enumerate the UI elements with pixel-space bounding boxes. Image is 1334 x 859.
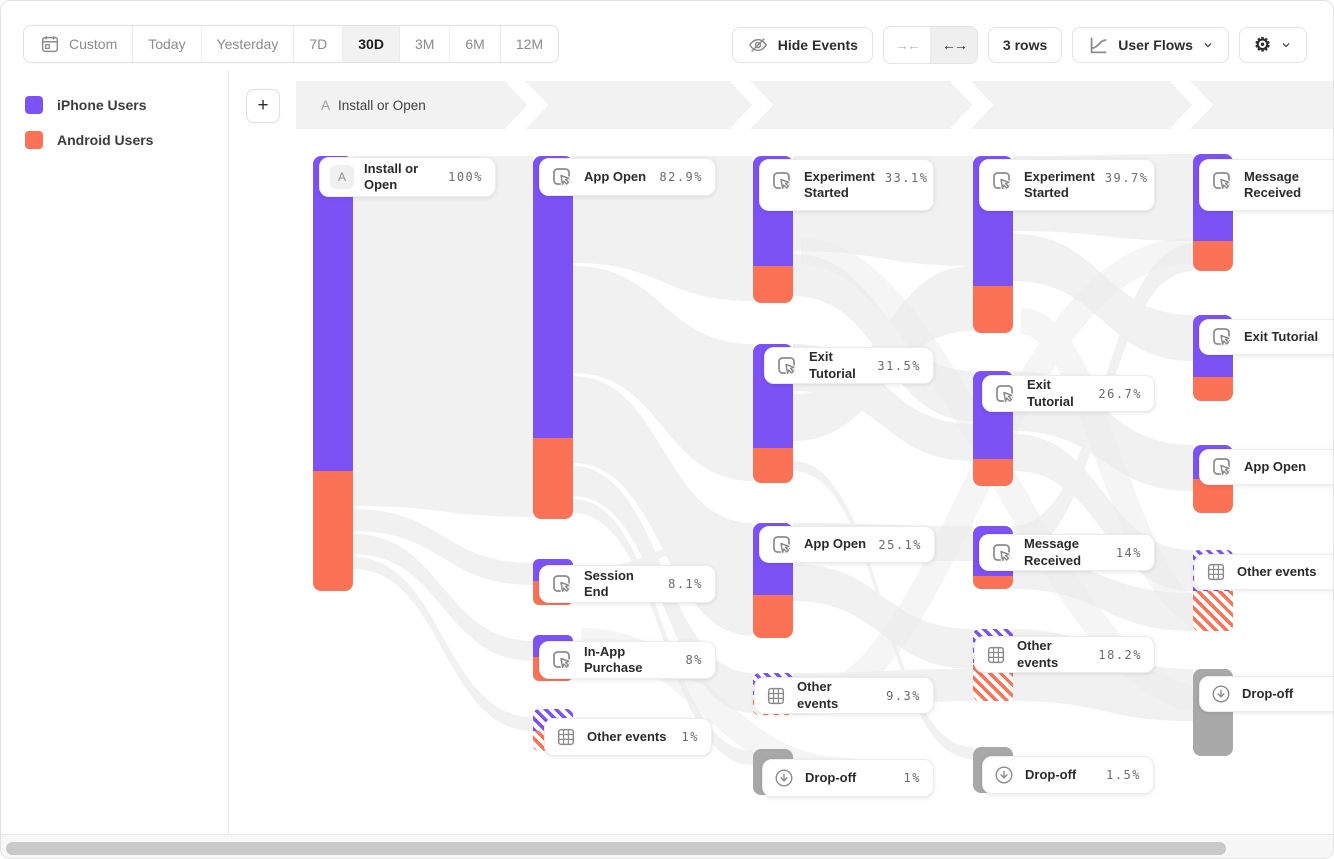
bar-app-open-2[interactable]	[533, 156, 573, 519]
event-icon	[775, 354, 799, 378]
scrollbar-thumb[interactable]	[6, 842, 1226, 855]
node-card-other-events-2[interactable]: Other events 1%	[544, 718, 712, 756]
expand-columns-button[interactable]: ←→	[930, 27, 977, 63]
node-card-other-events-3[interactable]: Other events 9.3%	[754, 677, 934, 714]
toolbar-right: Hide Events →← ←→ 3 rows User Flows ⚙	[731, 26, 1307, 64]
date-range-30d[interactable]: 30D	[343, 26, 400, 62]
collapse-arrows-icon: →←	[894, 37, 921, 53]
date-range-12m[interactable]: 12M	[515, 36, 544, 52]
date-range-yesterday[interactable]: Yesterday	[202, 26, 295, 62]
iphone-users-swatch	[25, 96, 43, 114]
flow-chart-icon	[1087, 34, 1109, 56]
node-card-app-open-5[interactable]: App Open	[1199, 449, 1333, 485]
date-range-6m[interactable]: 6M	[450, 26, 501, 62]
event-icon	[770, 169, 794, 193]
event-icon	[550, 165, 574, 189]
chevron-down-icon	[1280, 39, 1292, 51]
chevron-down-icon	[1202, 39, 1214, 51]
rows-button[interactable]: 3 rows	[987, 27, 1063, 63]
node-card-exit-tutorial-5[interactable]: Exit Tutorial	[1199, 319, 1333, 355]
node-card-app-open-3[interactable]: App Open 25.1%	[759, 526, 935, 563]
settings-button[interactable]: ⚙	[1238, 27, 1307, 63]
node-card-experiment-started-4[interactable]: Experiment Started 39.7%	[979, 159, 1155, 211]
legend-item-android-users[interactable]: Android Users	[25, 131, 153, 149]
node-card-message-received-4[interactable]: Message Received 14%	[979, 534, 1155, 571]
node-card-message-received-5[interactable]: Message Received	[1199, 159, 1333, 211]
gear-icon: ⚙	[1253, 34, 1271, 56]
plus-icon: +	[257, 95, 269, 116]
legend-item-iphone-users[interactable]: iPhone Users	[25, 96, 146, 114]
event-icon	[1210, 325, 1234, 349]
view-selector[interactable]: User Flows	[1072, 27, 1229, 63]
node-card-exit-tutorial-4[interactable]: Exit Tutorial 26.7%	[982, 375, 1155, 412]
step-a-label: A Install or Open	[321, 97, 426, 113]
android-users-swatch	[25, 131, 43, 149]
event-icon	[1210, 169, 1234, 193]
panel-divider	[228, 71, 229, 834]
grid-icon	[765, 685, 787, 707]
width-toggle: →← ←→	[882, 26, 978, 64]
expand-arrows-icon: ←→	[941, 37, 968, 53]
eye-off-icon	[747, 34, 769, 56]
event-icon	[990, 541, 1014, 565]
add-step-button[interactable]: +	[246, 89, 280, 123]
toolbar: Custom Today Yesterday 7D 30D 3M 6M 12M …	[1, 1, 1333, 71]
node-card-drop-off-5[interactable]: Drop-off	[1199, 676, 1333, 712]
drop-off-icon	[1210, 683, 1232, 705]
step-a-badge: A	[330, 165, 354, 189]
node-card-drop-off-4[interactable]: Drop-off 1.5%	[982, 756, 1154, 794]
step-chevrons	[505, 81, 1214, 129]
calendar-icon	[39, 33, 61, 55]
drop-off-icon	[773, 767, 795, 789]
date-range-7d[interactable]: 7D	[294, 26, 344, 62]
node-card-other-events-4[interactable]: Other events 18.2%	[974, 636, 1155, 673]
node-card-exit-tutorial-3[interactable]: Exit Tutorial 31.5%	[764, 347, 934, 384]
node-card-drop-off-3[interactable]: Drop-off 1%	[762, 759, 934, 797]
bar-install-or-open[interactable]	[313, 156, 353, 591]
date-range-today[interactable]: Today	[133, 26, 202, 62]
date-range-label: Custom	[69, 36, 118, 52]
node-card-session-end[interactable]: Session End 8.1%	[539, 565, 716, 603]
date-range-3m[interactable]: 3M	[400, 26, 451, 62]
collapse-columns-button[interactable]: →←	[884, 27, 931, 63]
event-icon	[1210, 455, 1234, 479]
date-range-control: Custom Today Yesterday 7D 30D 3M 6M 12M	[23, 25, 560, 63]
grid-icon	[985, 644, 1007, 666]
event-icon	[770, 533, 794, 557]
node-card-in-app-purchase[interactable]: In-App Purchase 8%	[539, 641, 716, 679]
drop-off-icon	[993, 764, 1015, 786]
node-card-experiment-started-3[interactable]: Experiment Started 33.1%	[759, 159, 934, 211]
bottom-divider	[1, 834, 1333, 835]
date-range-custom[interactable]: Custom	[24, 26, 134, 62]
event-icon	[550, 648, 574, 672]
event-icon	[990, 169, 1014, 193]
node-card-install-or-open[interactable]: A Install or Open 100%	[319, 157, 496, 197]
node-card-other-events-5[interactable]: Other events	[1194, 554, 1333, 590]
node-card-app-open-2[interactable]: App Open 82.9%	[539, 158, 716, 196]
event-icon	[550, 572, 574, 596]
flow-step-header[interactable]: A Install or Open	[296, 81, 1333, 129]
hide-events-button[interactable]: Hide Events	[731, 27, 873, 63]
event-icon	[993, 382, 1017, 406]
grid-icon	[555, 726, 577, 748]
grid-icon	[1205, 561, 1227, 583]
